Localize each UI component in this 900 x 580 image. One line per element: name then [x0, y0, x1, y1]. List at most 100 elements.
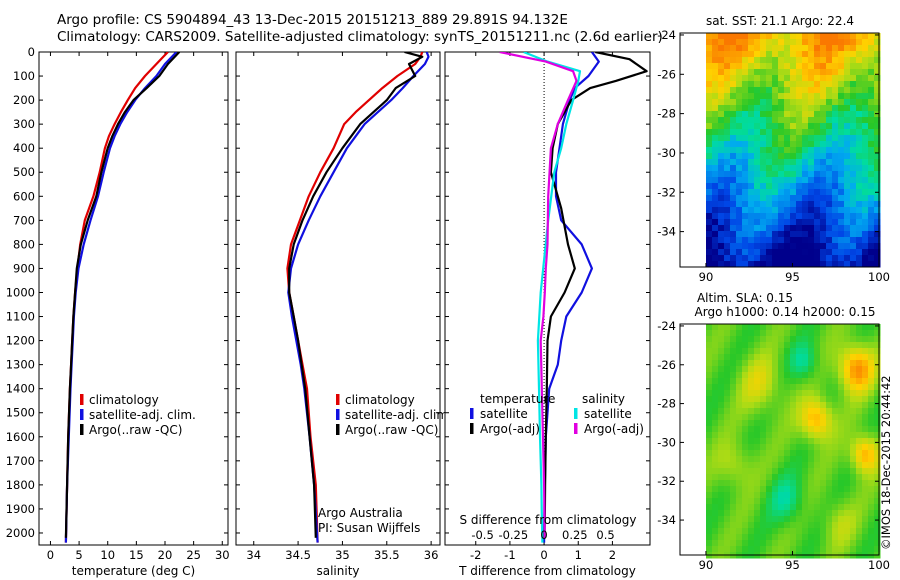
heatmap-cell [748, 87, 755, 94]
heatmap-cell [766, 207, 773, 214]
heatmap-cell [766, 57, 773, 64]
heatmap-cell [814, 498, 821, 505]
heatmap-cell [772, 396, 779, 403]
heatmap-cell [802, 63, 809, 70]
heatmap-cell [802, 207, 809, 214]
heatmap-cell [778, 492, 785, 499]
heatmap-cell [838, 402, 845, 409]
heatmap-cell [856, 324, 863, 331]
heatmap-cell [712, 171, 719, 178]
heatmap-cell [850, 498, 857, 505]
heatmap-cell [844, 165, 851, 172]
heatmap-cell [766, 444, 773, 451]
heatmap-cell [778, 342, 785, 349]
heatmap-cell [874, 354, 881, 361]
heatmap-cell [730, 261, 737, 268]
heatmap-cell [754, 243, 761, 250]
heatmap-cell [784, 462, 791, 469]
heatmap-cell [856, 522, 863, 529]
heatmap-cell [754, 159, 761, 166]
heatmap-cell [802, 396, 809, 403]
heatmap-cell [868, 366, 875, 373]
heatmap-cell [832, 378, 839, 385]
heatmap-cell [784, 432, 791, 439]
heatmap-cell [850, 243, 857, 250]
heatmap-cell [760, 414, 767, 421]
heatmap-cell [796, 336, 803, 343]
heatmap-cell [772, 378, 779, 385]
heatmap-cell [844, 111, 851, 118]
heatmap-cell [862, 540, 869, 547]
heatmap-cell [844, 147, 851, 154]
heatmap-cell [832, 474, 839, 481]
heatmap-cell [808, 432, 815, 439]
heatmap-cell [778, 498, 785, 505]
heatmap-cell [850, 135, 857, 142]
heatmap-cell [754, 420, 761, 427]
heatmap-cell [814, 492, 821, 499]
heatmap-cell [730, 456, 737, 463]
heatmap-cell [766, 195, 773, 202]
map-subtitle: Argo h1000: 0.14 h2000: 0.15 [695, 305, 876, 319]
heatmap-cell [706, 195, 713, 202]
heatmap-cell [820, 159, 827, 166]
heatmap-cell [874, 159, 881, 166]
heatmap-cell [778, 129, 785, 136]
heatmap-cell [730, 213, 737, 220]
heatmap-cell [754, 348, 761, 355]
heatmap-cell [772, 93, 779, 100]
heatmap-cell [832, 438, 839, 445]
heatmap-cell [730, 75, 737, 82]
heatmap-cell [718, 366, 725, 373]
heatmap-cell [844, 540, 851, 547]
heatmap-cell [784, 195, 791, 202]
heatmap-cell [706, 219, 713, 226]
heatmap-cell [748, 183, 755, 190]
heatmap-cell [790, 225, 797, 232]
heatmap-cell [808, 105, 815, 112]
heatmap-cell [838, 237, 845, 244]
heatmap-cell [820, 195, 827, 202]
heatmap-cell [736, 426, 743, 433]
heatmap-cell [826, 93, 833, 100]
heatmap-cell [790, 261, 797, 268]
heatmap-cell [832, 45, 839, 52]
heatmap-cell [766, 123, 773, 130]
heatmap-cell [754, 342, 761, 349]
heatmap-cell [778, 219, 785, 226]
heatmap-cell [868, 510, 875, 517]
heatmap-cell [784, 414, 791, 421]
heatmap-cell [706, 117, 713, 124]
heatmap-cell [838, 195, 845, 202]
heatmap-cell [850, 129, 857, 136]
heatmap-cell [862, 111, 869, 118]
heatmap-cell [796, 57, 803, 64]
heatmap-cell [814, 348, 821, 355]
heatmap-cell [778, 123, 785, 130]
heatmap-cell [862, 171, 869, 178]
heatmap-cell [748, 336, 755, 343]
heatmap-cell [808, 456, 815, 463]
heatmap-cell [724, 105, 731, 112]
heatmap-cell [862, 231, 869, 238]
heatmap-cell [820, 147, 827, 154]
heatmap-cell [718, 147, 725, 154]
heatmap-cell [874, 396, 881, 403]
heatmap-cell [796, 528, 803, 535]
heatmap-cell [718, 450, 725, 457]
heatmap-cell [748, 378, 755, 385]
heatmap-cell [820, 378, 827, 385]
heatmap-cell [772, 474, 779, 481]
heatmap-cell [790, 243, 797, 250]
heatmap-cell [862, 201, 869, 208]
heatmap-cell [718, 378, 725, 385]
heatmap-cell [820, 540, 827, 547]
heatmap-cell [802, 195, 809, 202]
heatmap-cell [850, 45, 857, 52]
heatmap-cell [826, 141, 833, 148]
heatmap-cell [808, 141, 815, 148]
heatmap-cell [826, 261, 833, 268]
heatmap-cell [742, 492, 749, 499]
heatmap-cell [832, 480, 839, 487]
heatmap-cell [808, 255, 815, 262]
